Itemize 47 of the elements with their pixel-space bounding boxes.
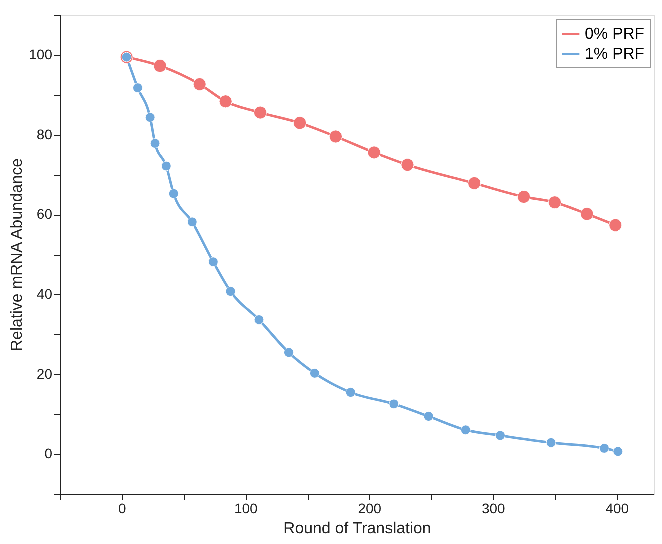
point: [460, 425, 471, 436]
x-axis-title: Round of Translation: [284, 520, 432, 538]
point: [613, 446, 624, 457]
point: [294, 116, 307, 130]
y-tick-label: 80: [36, 126, 53, 142]
point: [219, 95, 232, 108]
point: [310, 368, 320, 378]
y-tick-label: 60: [36, 206, 53, 222]
legend-label: 0% PRF: [585, 26, 645, 43]
point: [254, 106, 268, 120]
point: [468, 176, 482, 190]
point: [150, 138, 160, 149]
point: [609, 218, 622, 232]
point: [548, 196, 562, 210]
legend-label: 1% PRF: [585, 46, 645, 63]
point: [496, 430, 506, 441]
point: [329, 130, 343, 144]
point: [600, 444, 610, 454]
point: [161, 161, 172, 172]
point: [389, 399, 400, 410]
y-axis-title: Relative mRNA Abundance: [9, 158, 26, 352]
point: [208, 257, 218, 268]
point: [187, 217, 198, 228]
point: [546, 438, 556, 448]
y-tick-label: 100: [29, 46, 53, 62]
point: [193, 78, 206, 92]
point: [368, 146, 381, 160]
x-tick-label: 0: [118, 500, 126, 516]
y-tick-label: 20: [36, 366, 53, 382]
point: [284, 348, 294, 358]
x-tick-label: 300: [482, 500, 506, 516]
point: [132, 83, 143, 94]
point: [168, 188, 179, 199]
x-tick-label: 100: [234, 500, 258, 516]
point: [424, 412, 434, 422]
point: [401, 158, 414, 172]
point: [154, 60, 167, 73]
point: [580, 208, 594, 221]
y-tick-label: 0: [44, 446, 53, 462]
point: [254, 314, 264, 325]
point: [145, 112, 156, 123]
y-tick-label: 40: [36, 286, 53, 302]
point: [517, 190, 531, 204]
x-tick-label: 400: [606, 500, 630, 516]
point: [226, 286, 236, 297]
x-tick-label: 200: [358, 500, 382, 516]
point: [346, 388, 356, 398]
